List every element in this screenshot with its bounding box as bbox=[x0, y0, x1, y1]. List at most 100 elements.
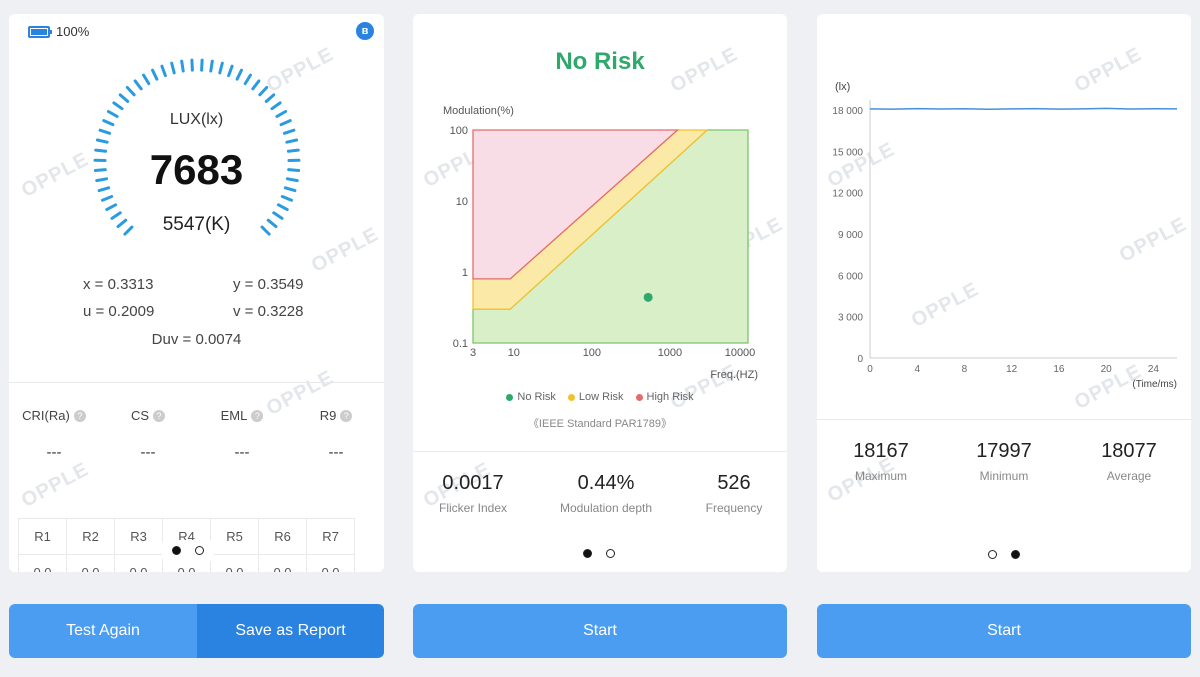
gauge-tick bbox=[260, 225, 271, 236]
save-report-button[interactable]: Save as Report bbox=[197, 604, 384, 658]
gauge-tick bbox=[227, 64, 234, 78]
start-waveform-button[interactable]: Start bbox=[817, 604, 1191, 658]
index-value: --- bbox=[140, 444, 156, 461]
metric: 0.44% Modulation depth bbox=[536, 472, 676, 515]
page-dot-active[interactable] bbox=[172, 546, 181, 555]
x-tick-label: 0 bbox=[867, 364, 873, 375]
r-header: R7 bbox=[306, 518, 355, 555]
index-name: CS bbox=[130, 408, 150, 423]
gauge-tick bbox=[95, 177, 109, 183]
x-tick-label: 8 bbox=[962, 364, 968, 375]
y-axis-unit: (lx) bbox=[835, 81, 850, 93]
index-label: R9? bbox=[276, 408, 384, 423]
gauge-tick bbox=[285, 138, 299, 144]
bluetooth-icon[interactable]: ʙ bbox=[356, 22, 374, 40]
standard-label: 《IEEE Standard PAR1789》 bbox=[527, 418, 673, 430]
watermark: OPPLE bbox=[17, 458, 93, 512]
y-tick-label: 12 000 bbox=[832, 189, 863, 200]
gauge-tick bbox=[118, 93, 130, 103]
metric-value: 0.44% bbox=[577, 472, 635, 494]
y-tick-label: 1 bbox=[462, 267, 468, 279]
help-icon[interactable]: ? bbox=[340, 410, 353, 422]
gauge-tick bbox=[95, 138, 109, 144]
x-tick-label: 3 bbox=[470, 347, 476, 359]
index-label: CRI(Ra)? bbox=[9, 408, 114, 423]
metric: 18077 Average bbox=[1059, 440, 1191, 483]
r-value: 0.0 bbox=[18, 554, 67, 572]
r-value: 0.0 bbox=[258, 554, 307, 572]
index-label: EML? bbox=[182, 408, 302, 423]
index-name: CRI(Ra) bbox=[22, 408, 70, 423]
gauge-tick bbox=[160, 64, 167, 78]
chart-legend: No Risk Low Risk High Risk bbox=[413, 391, 787, 403]
metric: 0.0017 Flicker Index bbox=[413, 472, 543, 515]
start-flicker-button[interactable]: Start bbox=[413, 604, 787, 658]
metric-label: Minimum bbox=[979, 469, 1029, 483]
y-tick-label: 0 bbox=[857, 354, 863, 365]
r-value: 0.0 bbox=[306, 554, 355, 572]
r-header: R5 bbox=[210, 518, 259, 555]
legend-label: High Risk bbox=[646, 391, 694, 403]
gauge-tick bbox=[285, 177, 299, 183]
metric-label: Flicker Index bbox=[438, 501, 508, 515]
y-tick-label: 6 000 bbox=[838, 271, 863, 282]
x-tick-label: 10 bbox=[508, 347, 520, 359]
coord-y: y = 0.3549 bbox=[233, 276, 304, 293]
legend-label: Low Risk bbox=[578, 391, 624, 403]
page-dot-active[interactable] bbox=[1011, 550, 1020, 559]
metric: 17997 Minimum bbox=[934, 440, 1074, 483]
gauge-tick bbox=[264, 93, 276, 103]
gauge-tick bbox=[243, 73, 252, 86]
page-indicator bbox=[162, 540, 214, 561]
help-icon[interactable]: ? bbox=[153, 410, 166, 422]
gauge-tick bbox=[235, 68, 243, 81]
gauge-tick bbox=[142, 73, 151, 86]
battery-level: 100% bbox=[56, 24, 90, 39]
x-tick-label: 4 bbox=[914, 364, 920, 375]
test-again-button[interactable]: Test Again bbox=[9, 604, 197, 658]
legend-swatch bbox=[567, 393, 575, 401]
gauge-tick bbox=[116, 218, 128, 229]
gauge-tick bbox=[125, 86, 136, 97]
gauge-tick bbox=[133, 79, 143, 91]
gauge-tick bbox=[270, 101, 282, 111]
r-value: 0.0 bbox=[114, 554, 163, 572]
illuminance-line bbox=[869, 107, 1178, 111]
page-dot[interactable] bbox=[988, 550, 997, 559]
page-dot[interactable] bbox=[195, 546, 204, 555]
flicker-panel: OPPLE OPPLE OPPLE OPPLE OPPLE No Risk Mo… bbox=[413, 14, 787, 572]
divider bbox=[9, 382, 384, 383]
help-icon[interactable]: ? bbox=[251, 410, 264, 422]
x-tick-label: 12 bbox=[1006, 364, 1018, 375]
legend-swatch bbox=[635, 393, 643, 401]
r-header: R3 bbox=[114, 518, 163, 555]
y-tick-label: 0.1 bbox=[453, 338, 468, 350]
index-label: CS? bbox=[88, 408, 208, 423]
r-value: 0.0 bbox=[66, 554, 115, 572]
lux-value: 7683 bbox=[149, 146, 244, 193]
help-icon[interactable]: ? bbox=[73, 410, 86, 422]
illuminance-waveform-chart: (lx) 18 000 15 000 12 000 9 000 6 000 3 000 00 4… bbox=[832, 81, 1178, 390]
gauge-tick bbox=[106, 109, 119, 118]
r-header: R1 bbox=[18, 518, 67, 555]
coord-x: x = 0.3313 bbox=[83, 276, 154, 293]
gauge-tick bbox=[280, 194, 294, 202]
gauge-tick bbox=[258, 86, 269, 97]
metric-value: 17997 bbox=[976, 440, 1032, 462]
page-indicator bbox=[988, 550, 1020, 559]
gauge-tick bbox=[151, 68, 159, 81]
index-value: --- bbox=[234, 444, 250, 461]
page-dot-active[interactable] bbox=[583, 549, 592, 558]
gauge-tick bbox=[170, 61, 176, 75]
page-dot[interactable] bbox=[606, 549, 615, 558]
metric-label: Maximum bbox=[854, 469, 907, 483]
gauge-tick bbox=[123, 225, 134, 236]
metric-label: Average bbox=[1106, 469, 1152, 483]
x-tick-label: 20 bbox=[1101, 364, 1113, 375]
r-header: R6 bbox=[258, 518, 307, 555]
legend-item: Low Risk bbox=[567, 391, 624, 403]
y-axis-label: Modulation(%) bbox=[443, 105, 514, 117]
divider bbox=[817, 419, 1191, 420]
coord-v: v = 0.3228 bbox=[233, 303, 304, 320]
gauge-tick bbox=[94, 148, 108, 153]
